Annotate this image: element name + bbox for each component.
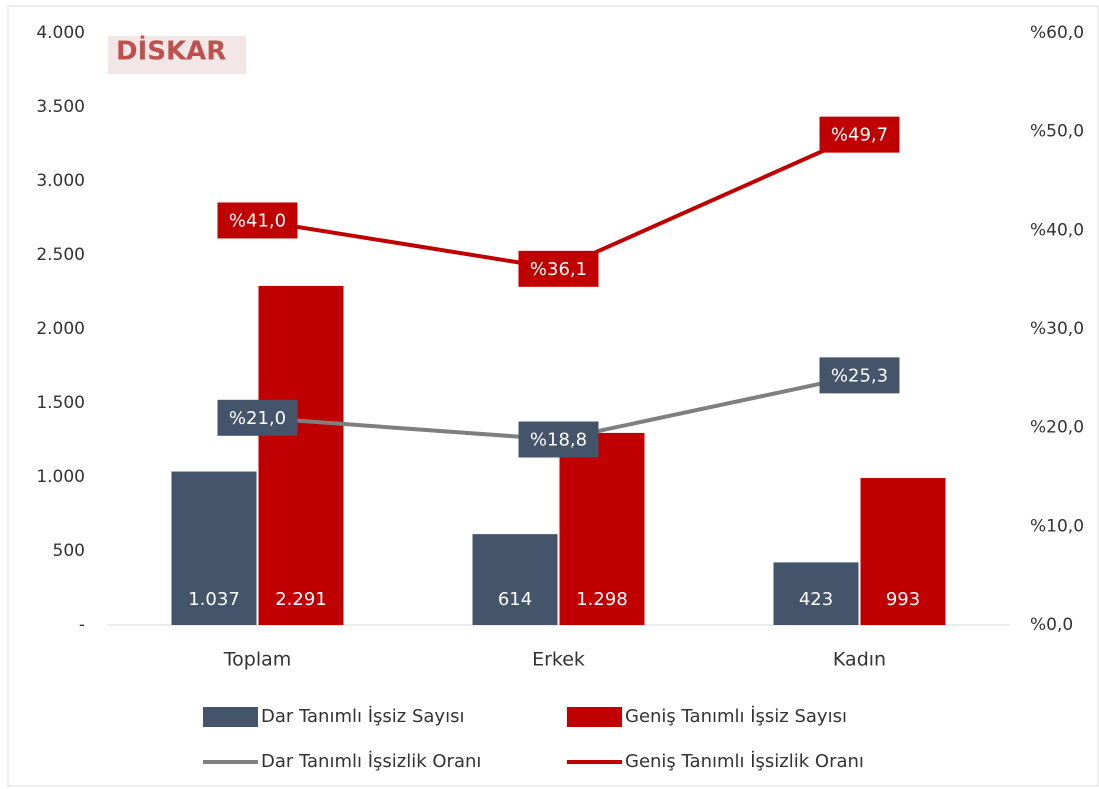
bar — [472, 534, 558, 625]
line-label-box — [819, 357, 900, 394]
line-label: %21,0 — [229, 408, 286, 429]
bar-label: 614 — [498, 589, 532, 610]
y2-tick-label: %30,0 — [1030, 319, 1084, 339]
line — [257, 132, 861, 271]
y-tick-label: - — [79, 615, 85, 635]
legend-swatch — [203, 707, 258, 727]
line-label-box — [518, 421, 599, 458]
y2-tick-label: %20,0 — [1030, 418, 1084, 438]
line-label: %41,0 — [229, 210, 286, 231]
line-label-box — [217, 399, 298, 436]
y-tick-label: 2.500 — [36, 245, 85, 265]
y2-tick-label: %50,0 — [1030, 122, 1084, 142]
line-label-box — [217, 202, 298, 239]
x-tick-label: Kadın — [833, 649, 886, 671]
line-label: %36,1 — [530, 259, 587, 280]
bar-label: 993 — [886, 589, 920, 610]
line-label: %18,8 — [530, 430, 587, 451]
bar — [559, 432, 645, 625]
line-label: %25,3 — [831, 365, 888, 386]
legend-label: Geniş Tanımlı İşsizlik Oranı — [625, 751, 864, 772]
y-tick-label: 3.000 — [36, 171, 85, 191]
y-tick-label: 2.000 — [36, 319, 85, 339]
y2-tick-label: %60,0 — [1030, 23, 1084, 43]
bar — [171, 471, 257, 625]
y2-tick-label: %40,0 — [1030, 220, 1084, 240]
y2-tick-label: %0,0 — [1030, 615, 1073, 635]
bar-label: 1.298 — [576, 589, 628, 610]
y-tick-label: 500 — [53, 541, 85, 561]
frame — [7, 5, 1099, 787]
y2-tick-label: %10,0 — [1030, 516, 1084, 536]
x-tick-label: Erkek — [532, 649, 585, 671]
line-label: %49,7 — [831, 125, 888, 146]
bar — [258, 285, 344, 625]
line-label-box — [518, 250, 599, 287]
y-tick-label: 1.500 — [36, 393, 85, 413]
bar-label: 2.291 — [275, 589, 327, 610]
legend-swatch — [567, 707, 622, 727]
x-tick-label: Toplam — [223, 649, 292, 671]
bar-label: 1.037 — [188, 589, 240, 610]
logo-bg — [108, 36, 246, 74]
line-label-box — [819, 116, 900, 153]
bar — [860, 478, 946, 625]
logo: DİSKAR — [116, 35, 226, 67]
y-tick-label: 4.000 — [36, 23, 85, 43]
legend-label: Geniş Tanımlı İşsiz Sayısı — [625, 706, 847, 727]
y-tick-label: 1.000 — [36, 467, 85, 487]
legend-label: Dar Tanımlı İşsizlik Oranı — [261, 751, 481, 772]
bar-label: 423 — [799, 589, 833, 610]
bar — [773, 562, 859, 625]
legend-label: Dar Tanımlı İşsiz Sayısı — [261, 706, 464, 727]
y-tick-label: 3.500 — [36, 97, 85, 117]
